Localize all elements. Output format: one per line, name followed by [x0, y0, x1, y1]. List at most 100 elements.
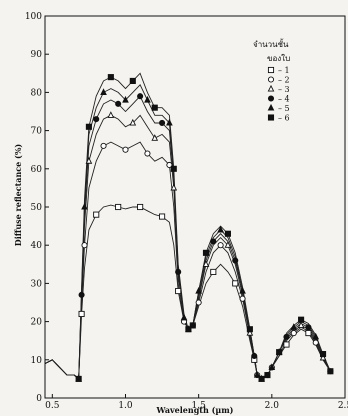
- y-tick-label: 30: [31, 279, 43, 289]
- series-4-point: [159, 119, 166, 127]
- series-6-point: [202, 249, 210, 256]
- series-5-point: [195, 286, 202, 294]
- series-3-point: [319, 353, 327, 361]
- series-1-point: [93, 211, 100, 218]
- y-tick-label: 50: [31, 203, 43, 213]
- series-5-point: [253, 370, 261, 378]
- legend-entry-3: – 3: [278, 85, 290, 94]
- y-tick-label: 10: [31, 356, 43, 366]
- series-5-point: [312, 332, 320, 340]
- series-4-point: [232, 257, 239, 264]
- series-6-point: [298, 316, 305, 323]
- series-2-point: [166, 161, 173, 169]
- x-tick-label: 0.5: [45, 401, 60, 411]
- series-6-point: [276, 349, 283, 356]
- series-2-point: [217, 242, 224, 249]
- legend-marker-3: [267, 84, 275, 92]
- series-1-point: [78, 310, 85, 318]
- series-4-point: [305, 324, 312, 331]
- series-5-point: [268, 363, 276, 370]
- series-4-point: [78, 291, 85, 298]
- series-1-line: [44, 204, 331, 380]
- series-3-point: [129, 118, 137, 126]
- series-6-point: [319, 351, 327, 358]
- y-tick-label: 100: [25, 12, 42, 22]
- series-4-point: [115, 100, 122, 107]
- legend-marker-4: [267, 95, 275, 102]
- series-3-point: [85, 157, 93, 164]
- x-axis-label: Wavelength (µm): [156, 405, 234, 415]
- series-4-point: [137, 93, 144, 100]
- series-4-point: [264, 372, 271, 379]
- legend-entry-4: – 4: [278, 95, 290, 104]
- series-6-point: [151, 104, 158, 111]
- y-tick-label: 80: [31, 88, 43, 98]
- y-tick-label: 90: [31, 50, 43, 60]
- series-3-point: [202, 260, 210, 267]
- series-1-point: [115, 203, 122, 211]
- y-axis-label: Diffuse reflectance (%): [13, 144, 23, 247]
- legend-marker-2: [267, 76, 275, 83]
- series-1-point: [137, 203, 144, 211]
- legend-entry-1: – 1: [278, 66, 290, 75]
- x-tick-label: 1.5: [191, 401, 206, 411]
- y-tick-label: 40: [31, 241, 43, 251]
- series-3-point: [246, 328, 254, 336]
- series-4-point: [93, 116, 100, 123]
- series-2-point: [239, 295, 246, 302]
- series-3-point: [107, 111, 115, 118]
- series-2-point: [195, 299, 202, 306]
- series-6-point: [224, 230, 231, 237]
- series-5-point: [217, 225, 224, 233]
- plot-frame: [44, 15, 346, 399]
- y-tick-label: 0: [36, 394, 42, 404]
- series-6-point: [129, 77, 136, 84]
- series-5-point: [239, 286, 246, 294]
- y-tick-label: 60: [31, 165, 43, 175]
- series-2-point: [312, 339, 319, 346]
- series-5-point: [290, 323, 298, 330]
- series-4-point: [189, 322, 196, 329]
- series-4-point: [210, 238, 217, 245]
- series-2-line: [44, 141, 331, 380]
- series-6-point: [85, 123, 92, 130]
- series-2-point: [290, 330, 297, 337]
- series-1-point: [175, 287, 182, 295]
- legend-marker-6: [267, 114, 275, 121]
- series-5-point: [166, 118, 173, 126]
- series-2-point: [122, 146, 129, 153]
- series-1-point: [305, 330, 312, 337]
- series-1-point: [159, 213, 166, 220]
- x-tick-label: 2.0: [265, 401, 280, 411]
- series-6-point: [258, 375, 265, 382]
- series-2-point: [100, 142, 107, 149]
- series-2-point: [144, 150, 151, 157]
- y-tick-label: 20: [31, 318, 43, 328]
- series-5-point: [122, 95, 129, 103]
- series-1-point: [232, 280, 239, 287]
- legend-title: จำนวนชั้น: [253, 38, 289, 49]
- series-4-point: [283, 333, 290, 340]
- series-5-point: [81, 202, 88, 210]
- series-3-point: [151, 134, 159, 141]
- x-tick-label: 2.5: [338, 401, 348, 411]
- series-2-point: [81, 242, 88, 249]
- axes: 0 10 20 30 40 50 60 70 80 90 100 0.5 1.0 1.5 2.0 2.5: [25, 12, 348, 411]
- series-6-point: [170, 165, 177, 172]
- series-6-point: [185, 326, 192, 333]
- series-3-point: [297, 321, 305, 328]
- series-5-point: [100, 88, 107, 95]
- series-4-point: [327, 368, 334, 375]
- legend-title: ของใบ: [267, 54, 290, 63]
- series-markers: [75, 74, 334, 382]
- legend-entry-2: – 2: [278, 76, 290, 85]
- legend-marker-1: [267, 66, 275, 74]
- y-tick-label: 70: [31, 127, 43, 137]
- series-5-point: [144, 95, 151, 103]
- legend-marker-5: [267, 103, 275, 111]
- series-4-point: [251, 352, 258, 360]
- series-6-point: [246, 326, 253, 333]
- series-3-point: [170, 183, 178, 191]
- series-1-point: [210, 268, 217, 275]
